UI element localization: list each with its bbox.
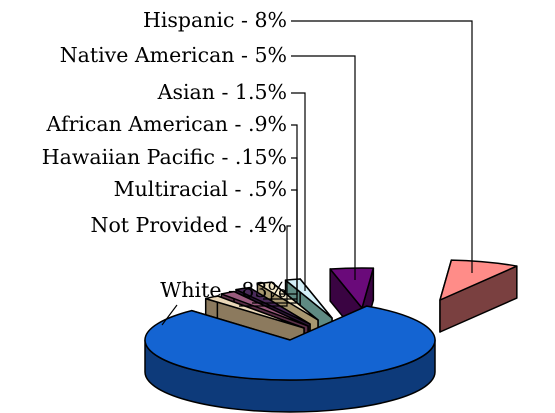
- leader-line: [291, 20, 473, 273]
- slice-top: [144, 305, 436, 381]
- slice-top: [329, 267, 375, 309]
- slice-0: [144, 305, 436, 413]
- slice-7: [439, 259, 518, 333]
- slice-label: Not Provided - .4%: [91, 213, 287, 237]
- slice-label: African American - .9%: [46, 112, 287, 136]
- leader-line: [291, 92, 306, 291]
- slice-label: Hispanic - 8%: [143, 8, 287, 32]
- leader-line: [280, 124, 298, 295]
- pie-slices: [144, 259, 518, 413]
- slice-top: [256, 281, 319, 321]
- leader-lines: [161, 20, 473, 326]
- leader-line: [161, 304, 178, 326]
- slice-label: Asian - 1.5%: [157, 80, 287, 104]
- slice-top: [439, 259, 518, 301]
- slice-label: Multiracial - .5%: [114, 177, 287, 201]
- slice-label: Hawaiian Pacific - .15%: [42, 145, 287, 169]
- slice-label: White - 83%: [160, 278, 287, 302]
- slice-label: Native American - 5%: [60, 43, 287, 67]
- leader-line: [239, 225, 291, 307]
- slice-top: [204, 295, 305, 329]
- slice-top: [220, 290, 309, 327]
- slice-labels: White - 83% Not Provided - .4% Multiracial…: [42, 8, 287, 302]
- leader-line: [291, 55, 356, 280]
